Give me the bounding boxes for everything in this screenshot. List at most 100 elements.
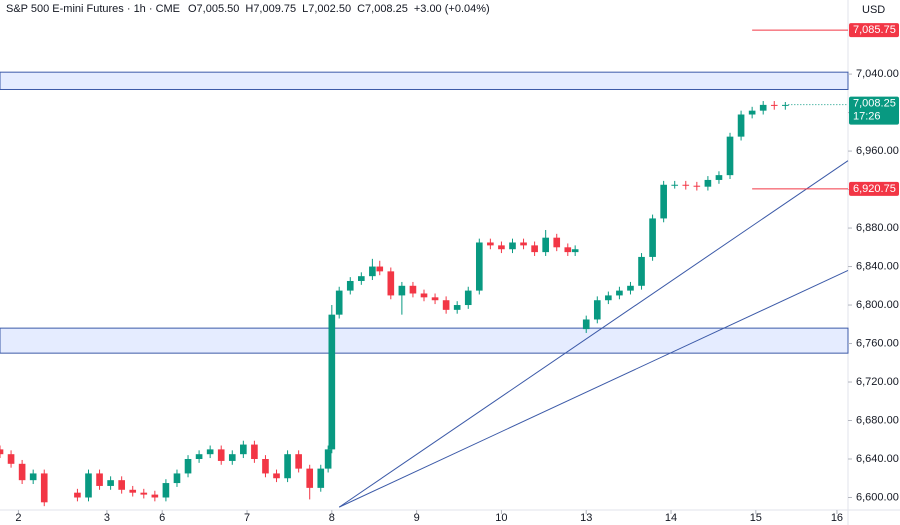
candle-body — [759, 104, 767, 111]
candle-body — [18, 463, 26, 481]
level-tag — [849, 181, 899, 196]
x-tick-label: 16 — [831, 512, 843, 524]
candle-body — [7, 454, 15, 464]
candle-body — [638, 256, 645, 286]
y-tick-label: 6,680.00 — [856, 414, 899, 426]
candle-body — [398, 285, 406, 296]
ohlc-label: L7,002.50 — [302, 3, 351, 15]
candle-body — [328, 314, 336, 450]
candle-body — [376, 266, 384, 272]
candle-body — [173, 473, 181, 484]
x-tick-label: 6 — [159, 512, 165, 524]
candle-body — [107, 480, 114, 486]
candle-body — [582, 319, 590, 330]
candle-body — [284, 454, 291, 479]
trend-line — [338, 269, 849, 508]
candle-body — [217, 449, 225, 461]
y-tick-label: 6,760.00 — [856, 337, 899, 349]
y-tick-label: 6,800.00 — [856, 299, 899, 311]
x-tick-label: 8 — [329, 512, 335, 524]
candle-body — [748, 110, 756, 115]
candle-body — [475, 242, 483, 291]
candle-body — [409, 285, 417, 294]
candle-body — [715, 175, 723, 180]
candle-body — [564, 247, 572, 253]
candle-body — [369, 266, 376, 277]
candle-body — [251, 444, 258, 459]
y-tick-label: 6,880.00 — [856, 222, 899, 234]
x-tick-label: 3 — [104, 512, 110, 524]
candle-body — [605, 295, 612, 301]
trend-line — [338, 160, 849, 508]
candle-body — [627, 285, 634, 291]
y-tick-label: 6,720.00 — [856, 376, 899, 388]
candle-body — [262, 459, 269, 474]
y-tick-label: 6,960.00 — [856, 145, 899, 157]
candle-body — [240, 444, 247, 455]
candle-body — [782, 104, 789, 106]
x-tick-label: 13 — [580, 512, 592, 524]
candle-body — [571, 249, 579, 253]
candle-body — [358, 276, 365, 281]
y-tick-label: 7,040.00 — [856, 68, 899, 80]
candle-body — [195, 454, 203, 459]
ohlc-label: O7,005.50 — [188, 3, 239, 15]
y-tick-label: 6,640.00 — [856, 453, 899, 465]
y-tick-label: 6,840.00 — [856, 260, 899, 272]
ohlc-label: +3.00 (+0.04%) — [414, 3, 490, 15]
x-tick-label: 15 — [750, 512, 762, 524]
candle-body — [671, 184, 679, 186]
x-tick-label: 9 — [414, 512, 420, 524]
candle-body — [324, 449, 332, 469]
zone — [0, 71, 849, 90]
last-price-label: 7,008.25 — [853, 98, 896, 110]
candle-body — [531, 245, 538, 253]
x-tick-label: 14 — [665, 512, 677, 524]
candle-body — [162, 483, 170, 498]
candle-body — [431, 297, 439, 301]
candle-body — [553, 237, 561, 248]
candle-body — [464, 290, 472, 306]
candle-body — [770, 104, 778, 106]
candle-body — [726, 136, 734, 176]
candle-body — [420, 293, 428, 298]
candle-body — [0, 449, 4, 455]
candle-body — [228, 454, 236, 461]
x-tick-label: 2 — [15, 512, 21, 524]
candle-body — [129, 489, 137, 493]
candle-body — [682, 184, 690, 186]
level-label: 6,920.75 — [853, 183, 896, 195]
candle-body — [206, 449, 214, 455]
candle-body — [151, 494, 159, 498]
candle-body — [498, 245, 505, 250]
y-tick-label: 6,600.00 — [856, 491, 899, 503]
candle-body — [649, 218, 656, 257]
candle-body — [273, 473, 280, 479]
candle-body — [346, 280, 354, 291]
candle-body — [335, 290, 343, 315]
candle-body — [487, 242, 494, 246]
level-label: 7,085.75 — [853, 24, 896, 36]
candle-body — [509, 242, 516, 250]
currency: USD — [862, 4, 885, 16]
candle-body — [704, 179, 712, 187]
candle-body — [118, 480, 125, 490]
candle-body — [442, 300, 450, 310]
candle-body — [520, 242, 527, 246]
candle-body — [542, 237, 549, 253]
candle-body — [40, 473, 48, 503]
last-price-time: 17:26 — [853, 111, 881, 123]
candle-body — [140, 492, 148, 495]
symbol-title: S&P 500 E-mini Futures · 1h · CME — [6, 3, 180, 15]
candle-body — [29, 473, 37, 481]
candle-body — [317, 468, 325, 488]
candle-body — [74, 492, 81, 498]
candle-body — [693, 185, 701, 187]
candle-body — [85, 473, 92, 498]
zone — [0, 327, 849, 354]
candle-body — [593, 300, 601, 320]
header: S&P 500 E-mini Futures · 1h · CME — [6, 3, 180, 15]
level-tag — [849, 23, 899, 38]
